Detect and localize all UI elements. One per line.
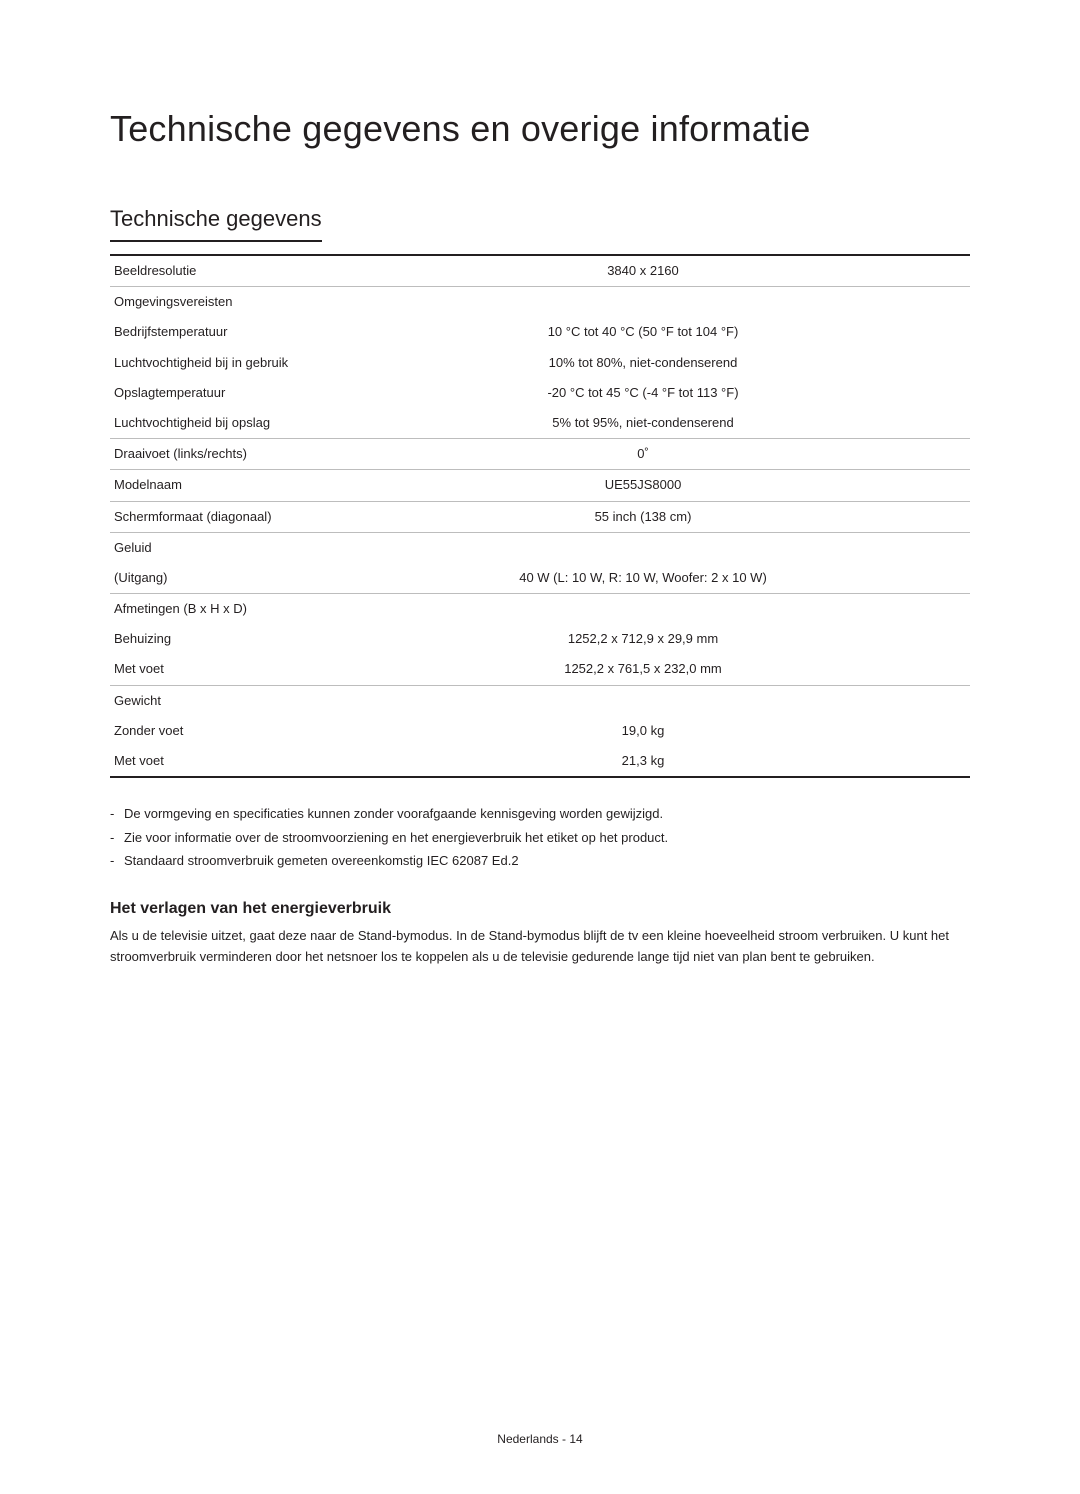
spec-value: 40 W (L: 10 W, R: 10 W, Woofer: 2 x 10 W… — [320, 563, 970, 594]
spec-label: Beeldresolutie — [110, 255, 320, 287]
spec-value — [320, 532, 970, 563]
note-item: Standaard stroomverbruik gemeten overeen… — [110, 849, 970, 872]
spec-value: 10% tot 80%, niet-condenserend — [320, 348, 970, 378]
spec-value: 1252,2 x 712,9 x 29,9 mm — [320, 624, 970, 654]
spec-label: (Uitgang) — [110, 563, 320, 594]
table-row: Omgevingsvereisten — [110, 287, 970, 318]
spec-label: Behuizing — [110, 624, 320, 654]
spec-label: Opslagtemperatuur — [110, 378, 320, 408]
spec-value: 0˚ — [320, 439, 970, 470]
table-row: Bedrijfstemperatuur10 °C tot 40 °C (50 °… — [110, 317, 970, 347]
spec-value — [320, 287, 970, 318]
spec-value: 3840 x 2160 — [320, 255, 970, 287]
energy-body-text: Als u de televisie uitzet, gaat deze naa… — [110, 926, 970, 966]
table-row: Met voet1252,2 x 761,5 x 232,0 mm — [110, 654, 970, 685]
table-row: Luchtvochtigheid bij opslag5% tot 95%, n… — [110, 408, 970, 439]
spec-value: UE55JS8000 — [320, 470, 970, 501]
spec-label: Zonder voet — [110, 716, 320, 746]
table-row: Geluid — [110, 532, 970, 563]
table-row: Met voet21,3 kg — [110, 746, 970, 777]
spec-value: -20 °C tot 45 °C (-4 °F tot 113 °F) — [320, 378, 970, 408]
spec-value: 19,0 kg — [320, 716, 970, 746]
table-row: ModelnaamUE55JS8000 — [110, 470, 970, 501]
spec-label: Met voet — [110, 654, 320, 685]
spec-value — [320, 594, 970, 625]
spec-label: Luchtvochtigheid bij opslag — [110, 408, 320, 439]
table-row: Draaivoet (links/rechts)0˚ — [110, 439, 970, 470]
spec-value: 21,3 kg — [320, 746, 970, 777]
table-row: Gewicht — [110, 685, 970, 716]
spec-value: 55 inch (138 cm) — [320, 501, 970, 532]
spec-label: Draaivoet (links/rechts) — [110, 439, 320, 470]
spec-table: Beeldresolutie3840 x 2160Omgevingsvereis… — [110, 254, 970, 778]
table-row: Beeldresolutie3840 x 2160 — [110, 255, 970, 287]
note-item: De vormgeving en specificaties kunnen zo… — [110, 802, 970, 825]
spec-label: Geluid — [110, 532, 320, 563]
spec-value: 5% tot 95%, niet-condenserend — [320, 408, 970, 439]
spec-label: Bedrijfstemperatuur — [110, 317, 320, 347]
table-row: Behuizing1252,2 x 712,9 x 29,9 mm — [110, 624, 970, 654]
table-row: Afmetingen (B x H x D) — [110, 594, 970, 625]
spec-label: Omgevingsvereisten — [110, 287, 320, 318]
spec-label: Luchtvochtigheid bij in gebruik — [110, 348, 320, 378]
notes-list: De vormgeving en specificaties kunnen zo… — [110, 802, 970, 872]
spec-value: 10 °C tot 40 °C (50 °F tot 104 °F) — [320, 317, 970, 347]
spec-label: Schermformaat (diagonaal) — [110, 501, 320, 532]
spec-label: Gewicht — [110, 685, 320, 716]
energy-sub-heading: Het verlagen van het energieverbruik — [110, 900, 970, 918]
page-footer: Nederlands - 14 — [0, 1432, 1080, 1446]
table-row: Luchtvochtigheid bij in gebruik10% tot 8… — [110, 348, 970, 378]
spec-value — [320, 685, 970, 716]
spec-label: Afmetingen (B x H x D) — [110, 594, 320, 625]
table-row: Opslagtemperatuur-20 °C tot 45 °C (-4 °F… — [110, 378, 970, 408]
spec-label: Met voet — [110, 746, 320, 777]
table-row: Zonder voet19,0 kg — [110, 716, 970, 746]
note-item: Zie voor informatie over de stroomvoorzi… — [110, 826, 970, 849]
page-title: Technische gegevens en overige informati… — [110, 108, 970, 150]
table-row: (Uitgang)40 W (L: 10 W, R: 10 W, Woofer:… — [110, 563, 970, 594]
section-heading: Technische gegevens — [110, 206, 322, 242]
spec-label: Modelnaam — [110, 470, 320, 501]
spec-value: 1252,2 x 761,5 x 232,0 mm — [320, 654, 970, 685]
table-row: Schermformaat (diagonaal)55 inch (138 cm… — [110, 501, 970, 532]
